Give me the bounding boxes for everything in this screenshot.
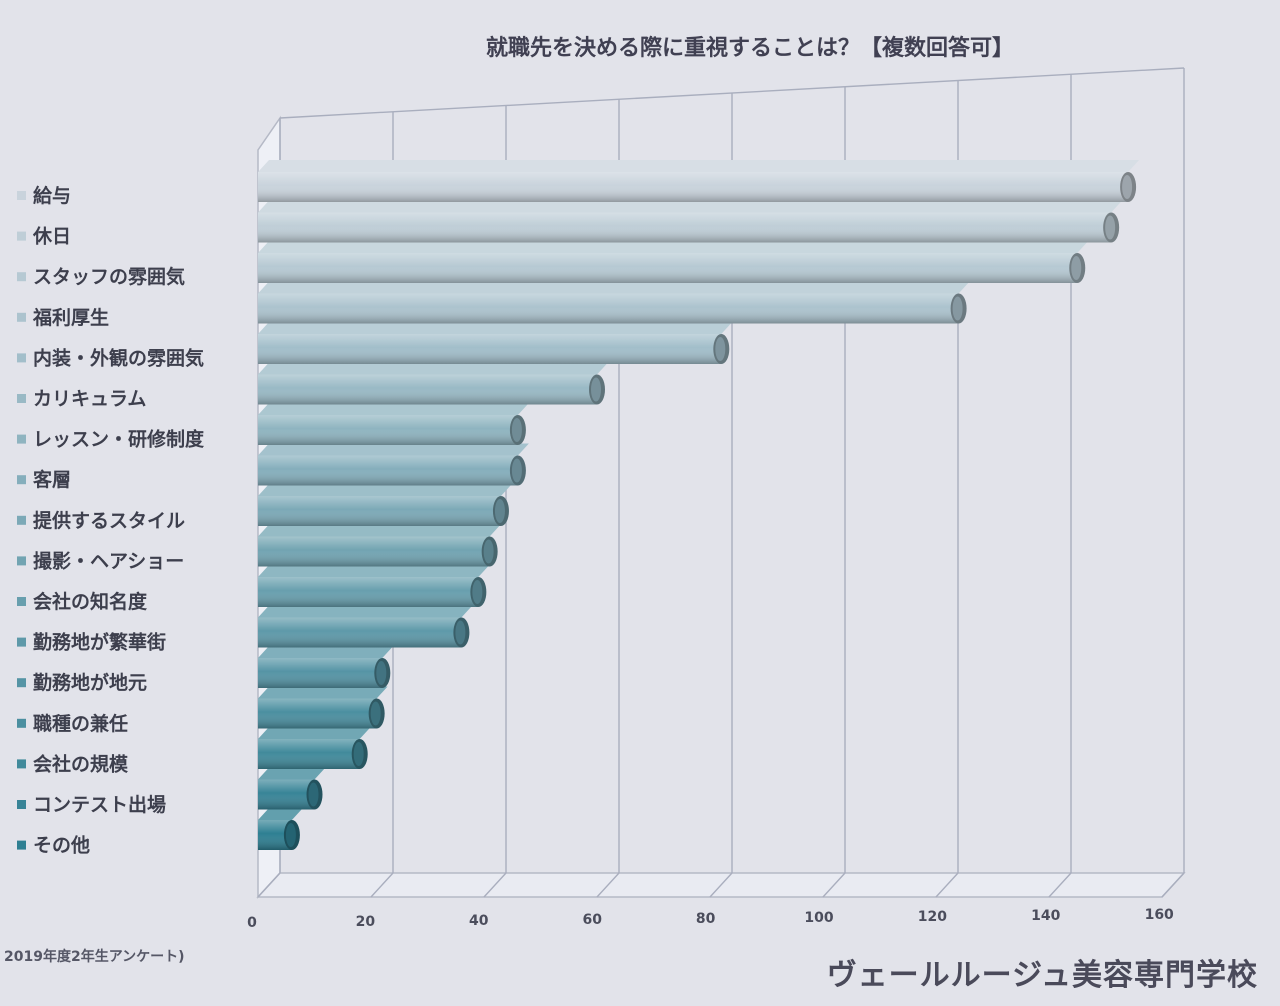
legend-item: 客層 <box>17 468 71 491</box>
legend-swatch <box>17 597 26 606</box>
bar <box>258 322 733 364</box>
bar <box>258 808 303 850</box>
bar <box>258 362 608 405</box>
legend-item: その他 <box>17 834 90 857</box>
legend-swatch <box>17 231 26 241</box>
x-tick-label: 80 <box>696 911 716 927</box>
legend-item: 給与 <box>17 184 71 207</box>
legend-label: 会社の規模 <box>33 752 129 775</box>
bar <box>258 646 394 688</box>
legend-item: 福利厚生 <box>17 306 109 329</box>
legend-swatch <box>17 475 26 485</box>
legend-swatch <box>17 272 26 282</box>
legend-label: 給与 <box>33 184 71 207</box>
bar <box>258 767 326 810</box>
bar <box>258 241 1089 283</box>
legend-label: 勤務地が繁華街 <box>33 631 166 654</box>
bar <box>258 524 501 567</box>
legend-item: 内装・外観の雰囲気 <box>17 346 204 369</box>
legend-label: 撮影・ヘアショー <box>33 550 184 572</box>
bar <box>258 686 388 729</box>
legend: 給与休日スタッフの雰囲気福利厚生内装・外観の雰囲気カリキュラムレッスン・研修制度… <box>17 184 205 857</box>
legend-swatch <box>17 718 26 728</box>
x-tick-label: 60 <box>582 912 602 928</box>
legend-swatch <box>17 312 26 322</box>
legend-label: スタッフの雰囲気 <box>33 265 185 288</box>
chart-title: 就職先を決める際に重視することは？【複数回答可】 <box>486 35 1014 61</box>
legend-swatch <box>17 637 26 647</box>
bar <box>258 281 970 324</box>
x-tick-label: 40 <box>469 913 489 929</box>
x-axis-ticks: 0 20 40 60 80 100 120 140 160 <box>247 907 1174 931</box>
bar <box>258 484 512 526</box>
legend-item: 休日 <box>17 226 71 248</box>
legend-label: 会社の知名度 <box>33 590 148 613</box>
legend-item: 撮影・ヘアショー <box>17 550 184 572</box>
school-name: ヴェールルージュ美容専門学校 <box>826 958 1258 993</box>
legend-item: スタッフの雰囲気 <box>17 265 185 288</box>
legend-label: 提供するスタイル <box>33 509 185 532</box>
legend-label: レッスン・研修制度 <box>33 428 205 451</box>
legend-swatch <box>17 759 26 769</box>
legend-swatch <box>17 840 26 850</box>
legend-item: 勤務地が地元 <box>17 671 147 694</box>
legend-item: コンテスト出場 <box>17 793 166 816</box>
legend-label: 職種の兼任 <box>33 712 128 735</box>
bar <box>258 605 473 648</box>
x-tick-label: 120 <box>918 909 947 925</box>
legend-label: 勤務地が地元 <box>33 671 147 694</box>
x-tick-label: 140 <box>1031 908 1060 924</box>
legend-item: 提供するスタイル <box>17 509 185 532</box>
legend-label: 休日 <box>32 226 71 248</box>
legend-swatch <box>17 556 26 566</box>
x-tick-label: 0 <box>247 915 257 931</box>
legend-swatch <box>17 434 26 444</box>
legend-label: その他 <box>33 834 90 857</box>
bar <box>258 160 1140 202</box>
bar <box>258 727 371 769</box>
x-tick-label: 20 <box>356 914 376 930</box>
legend-swatch <box>17 515 26 525</box>
legend-item: 会社の知名度 <box>17 590 148 613</box>
legend-item: カリキュラム <box>17 388 146 410</box>
legend-label: カリキュラム <box>33 388 146 410</box>
gridline <box>1161 68 1185 898</box>
legend-item: レッスン・研修制度 <box>17 428 205 451</box>
bar <box>258 443 529 486</box>
legend-swatch <box>17 678 26 688</box>
survey-note: 2019年度2年生アンケート) <box>4 949 185 965</box>
legend-item: 勤務地が繁華街 <box>17 631 166 654</box>
grid-top-edge <box>279 67 1185 119</box>
bar <box>258 565 490 607</box>
bar <box>258 200 1123 243</box>
x-tick-label: 160 <box>1145 907 1174 923</box>
legend-swatch <box>17 394 26 403</box>
legend-label: 客層 <box>33 468 71 491</box>
legend-item: 職種の兼任 <box>17 712 128 735</box>
legend-swatch <box>17 353 26 363</box>
bar <box>258 403 529 445</box>
legend-label: 内装・外観の雰囲気 <box>33 346 204 369</box>
legend-label: 福利厚生 <box>32 306 109 329</box>
legend-swatch <box>17 191 26 200</box>
legend-label: コンテスト出場 <box>33 793 166 816</box>
x-tick-label: 100 <box>804 910 833 926</box>
bars <box>258 160 1140 850</box>
legend-swatch <box>17 800 26 809</box>
legend-item: 会社の規模 <box>17 752 129 775</box>
